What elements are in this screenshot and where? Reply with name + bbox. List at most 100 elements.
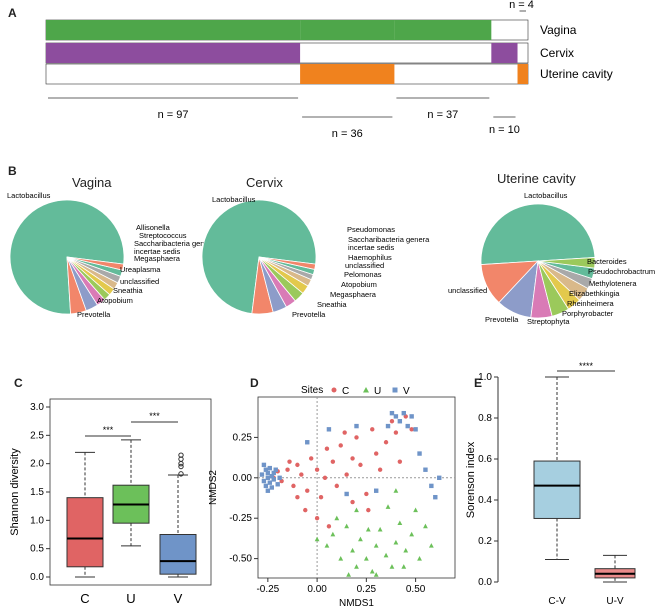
d-xlabel: NMDS1 [339,598,374,609]
d-point-C-31 [326,524,332,529]
pie-title-vagina: Vagina [72,175,112,190]
row-label-1: Cervix [540,46,574,60]
d-point-V-20 [401,410,406,416]
pie-label-2-0: Lactobacillus [524,191,568,200]
pie-label-2-8: Pseudochrobactrum [588,267,655,276]
pie-label-2-9: Bacteroides [587,257,627,266]
d-point-C-16 [350,499,355,505]
d-point-U-16 [409,531,415,537]
bar-3-1 [491,43,518,63]
d-point-C-29 [303,507,308,513]
d-point-V-23 [413,427,418,432]
c-outlier-2-2 [178,460,184,467]
d-point-V-2 [263,467,269,472]
d-frame [257,396,456,579]
pie-label-0-0: Lactobacillus [7,191,51,200]
d-point-V-4 [265,475,271,481]
d-point-V-7 [267,465,273,471]
d-point-U-29 [393,488,399,493]
d-point-C-9 [314,467,320,472]
c-outlier-2-0 [178,471,184,477]
d-point-U-13 [393,539,399,545]
bar-0-0 [46,20,301,40]
pie-label-2-4: Porphyrobacter [562,309,614,318]
d-point-U-19 [423,523,428,529]
d-point-V-0 [259,472,265,477]
pie-slice-1-9 [258,256,316,270]
d-legend-marker-1 [363,387,369,393]
d-point-C-19 [364,491,369,497]
d-point-U-14 [397,520,403,526]
d-point-C-23 [383,440,389,445]
c-box-2 [159,534,197,575]
d-point-U-4 [350,547,355,553]
pie-label-0-1: Prevotella [77,310,111,319]
d-point-C-25 [393,430,399,435]
d-point-V-29 [437,475,442,481]
c-xlabel-1: U [126,591,135,606]
d-point-C-13 [334,483,339,489]
pie-label-1-5: Pelomonas [344,270,382,279]
d-point-C-26 [397,459,403,464]
d-ytick-label-3: 0.25 [233,432,253,443]
c-ytick-label-0: 0.0 [30,572,44,583]
d-point-U-25 [314,536,320,542]
pie-label-2-5: Rheinheimera [567,299,615,308]
pie-label-0-6: Megasphaera [134,254,181,263]
pie-0 [9,199,125,315]
d-point-V-16 [265,488,271,493]
d-point-U-7 [363,556,369,561]
d-point-V-15 [261,462,267,468]
d-point-C-34 [366,507,371,513]
e-ytick-label-0: 0.0 [478,577,492,588]
group-label-4: n = 4 [509,0,534,11]
e-box-0 [533,460,581,519]
pie-label-0-8: Streptococcus [139,231,187,240]
d-point-V-9 [269,485,274,490]
d-point-U-12 [389,564,395,569]
d-point-C-5 [295,462,300,468]
d-point-U-1 [330,531,336,537]
d-point-C-18 [358,462,363,468]
pie-label-1-2: Sneathia [317,300,347,309]
d-point-C-35 [287,459,292,464]
d-point-C-24 [389,419,395,424]
pie-label-1-8: Saccharibacteria genera incertae sedis [348,235,430,252]
row-label-2: Uterine cavity [540,67,613,81]
d-point-V-17 [389,410,395,416]
d-point-U-24 [401,564,407,569]
e-xlabel-0: C-V [548,596,566,607]
pie-2 [480,203,596,319]
d-point-U-28 [365,526,371,532]
d-point-C-8 [308,456,314,461]
bar-2-0 [394,20,492,40]
pie-label-line1: Saccharibacteria genera [134,239,216,248]
d-point-C-4 [291,483,296,489]
d-point-C-36 [322,475,328,481]
pie-label-1-0: Lactobacillus [212,195,256,204]
d-point-V-14 [277,475,282,481]
c-xlabel-2: V [174,591,183,606]
d-xtick-label-2: 0.25 [357,584,377,595]
d-point-U-9 [373,543,379,548]
e-ytick-label-1: 0.2 [478,536,492,547]
d-point-V-28 [433,494,438,500]
d-ytick-label-0: -0.50 [229,554,252,565]
d-point-C-10 [318,494,324,500]
bar-0-1 [46,43,301,63]
e-ytick-label-4: 0.8 [478,413,492,424]
d-point-C-32 [295,494,300,500]
pie-title-cervix: Cervix [246,175,283,190]
d-point-U-11 [383,552,389,558]
pie-label-0-5: Ureaplasma [120,265,161,274]
pie-label-2-2: Prevotella [485,315,519,324]
pie-label-1-9: Pseudomonas [347,225,395,234]
group-label-3: n = 10 [489,124,520,136]
d-point-U-8 [369,568,375,574]
c-outlier-2-4 [178,452,184,458]
d-point-V-26 [423,467,428,472]
panel-c-letter: C [14,376,23,390]
d-point-V-8 [269,473,274,479]
bar-4-2 [517,64,528,84]
